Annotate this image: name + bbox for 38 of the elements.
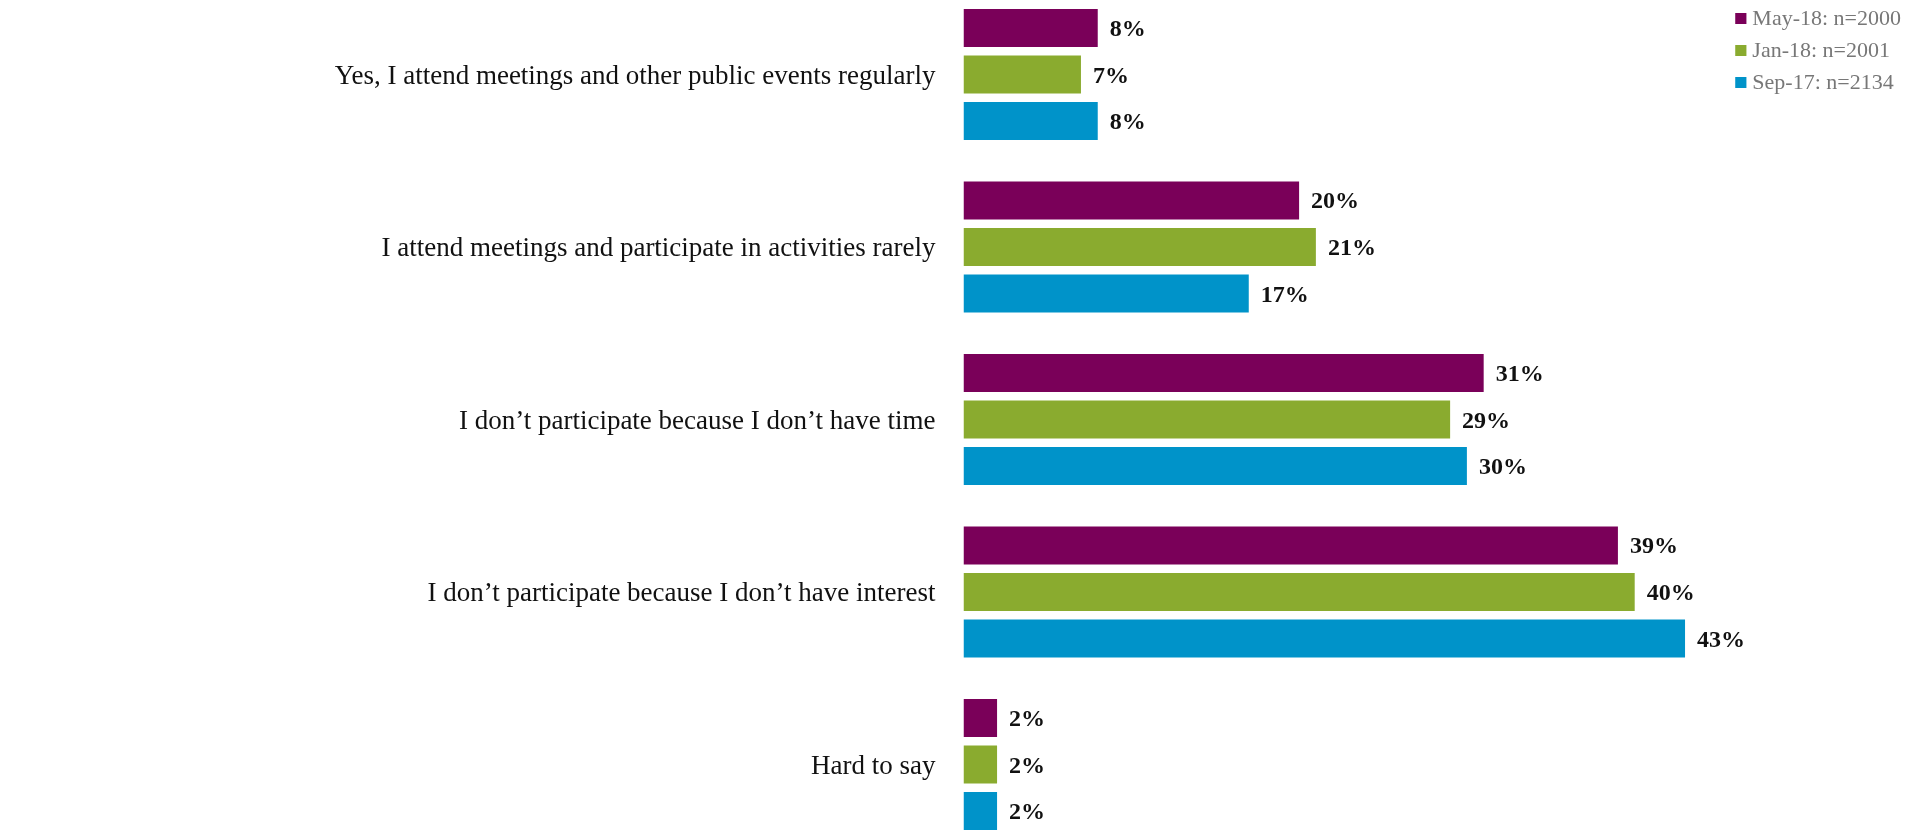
- bar: [963, 102, 1098, 141]
- data-label: 43%: [1697, 625, 1746, 652]
- data-label: 7%: [1092, 61, 1129, 88]
- bar: [963, 181, 1300, 220]
- data-label: 29%: [1462, 406, 1511, 433]
- legend-label: Sep-17: n=2134: [1752, 69, 1894, 95]
- bar: [963, 447, 1467, 486]
- bar: [963, 526, 1618, 565]
- data-label: 21%: [1327, 234, 1376, 260]
- bar: [963, 400, 1451, 439]
- data-label: 17%: [1260, 280, 1309, 307]
- y-tick-label: Yes, I attend meetings and other public events regularly: [334, 59, 936, 90]
- bar: [963, 55, 1081, 94]
- legend-label: Jan-18: n=2001: [1752, 37, 1890, 63]
- y-tick-label: Hard to say: [811, 749, 936, 780]
- bar: [963, 8, 1098, 47]
- data-label: 2%: [1009, 751, 1046, 778]
- bar: [963, 619, 1686, 658]
- bar: [963, 228, 1316, 266]
- data-label: 39%: [1629, 532, 1678, 559]
- data-label: 8%: [1109, 108, 1146, 135]
- y-tick-label: I don’t participate because I don’t have time: [458, 404, 936, 435]
- data-label: 20%: [1311, 187, 1360, 214]
- data-label: 2%: [1009, 798, 1046, 825]
- bar: [963, 745, 998, 784]
- y-tick-label: I attend meetings and participate in activities rarely: [381, 232, 936, 262]
- bar: [963, 573, 1635, 611]
- y-tick-label: I don’t participate because I don’t have interest: [427, 577, 936, 607]
- data-label: 30%: [1478, 453, 1527, 480]
- bar: [963, 274, 1249, 313]
- data-label: 40%: [1646, 579, 1695, 605]
- bar: [963, 353, 1484, 392]
- data-label: 8%: [1109, 14, 1146, 41]
- data-label: 31%: [1495, 359, 1544, 386]
- bar: [963, 698, 998, 737]
- data-label: 2%: [1009, 704, 1046, 731]
- bar: [963, 792, 998, 831]
- legend-label: May-18: n=2000: [1752, 5, 1901, 31]
